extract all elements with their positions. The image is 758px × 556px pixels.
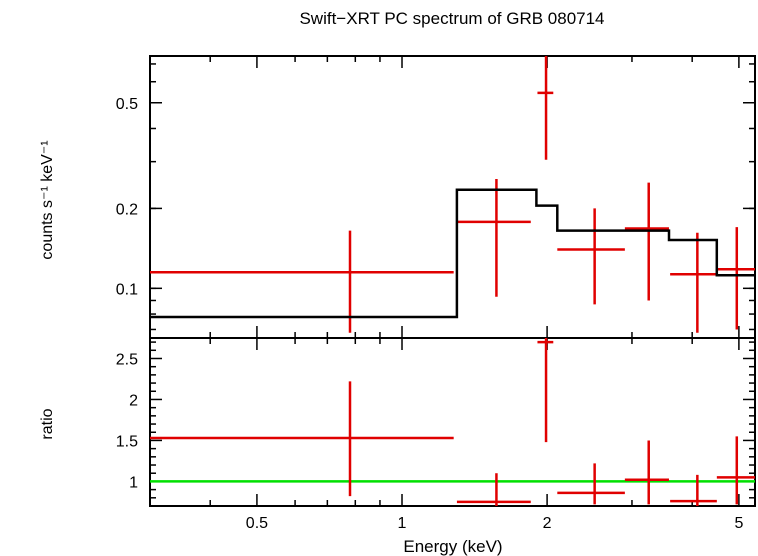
bottom-y-tick-label: 1 [129, 474, 138, 491]
top-panel: 0.1 0.2 0.5 [116, 55, 756, 339]
bottom-data-point [557, 463, 625, 505]
bottom-data-point [150, 381, 454, 497]
top-frame [149, 55, 756, 339]
top-data-point [716, 227, 755, 330]
bottom-data-point [456, 473, 531, 506]
top-panel-ylabel: counts s⁻¹ keV⁻¹ [39, 140, 56, 259]
bottom-y-tick-label: 2.5 [116, 351, 138, 368]
x-tick-label: 2 [543, 515, 552, 532]
bottom-panel-ylabel: ratio [39, 408, 56, 439]
bottom-panel: 1 1.5 2 2.5 0.5 1 2 5 [116, 337, 756, 532]
bottom-y-tick-label: 1.5 [116, 433, 138, 450]
top-data-point [537, 56, 554, 160]
top-data-point [670, 232, 717, 333]
model-step-line [150, 188, 755, 319]
top-y-tick-label: 0.2 [116, 201, 138, 218]
bottom-frame [149, 337, 756, 507]
x-tick-label: 0.5 [246, 515, 268, 532]
top-data-point [456, 179, 531, 297]
x-axis-label: Energy (keV) [403, 537, 502, 556]
chart-title: Swift−XRT PC spectrum of GRB 080714 [299, 9, 604, 28]
x-tick-label: 5 [734, 515, 743, 532]
top-y-tick-label: 0.5 [116, 96, 138, 113]
top-y-tick-label: 0.1 [116, 281, 138, 298]
top-data-point [557, 208, 625, 305]
bottom-y-tick-label: 2 [129, 392, 138, 409]
bottom-data-point [716, 436, 755, 505]
bottom-data-point [624, 440, 669, 505]
top-data-point [624, 182, 669, 301]
bottom-data-point [537, 338, 554, 443]
bottom-data-point [670, 474, 717, 506]
x-tick-label: 1 [398, 515, 407, 532]
